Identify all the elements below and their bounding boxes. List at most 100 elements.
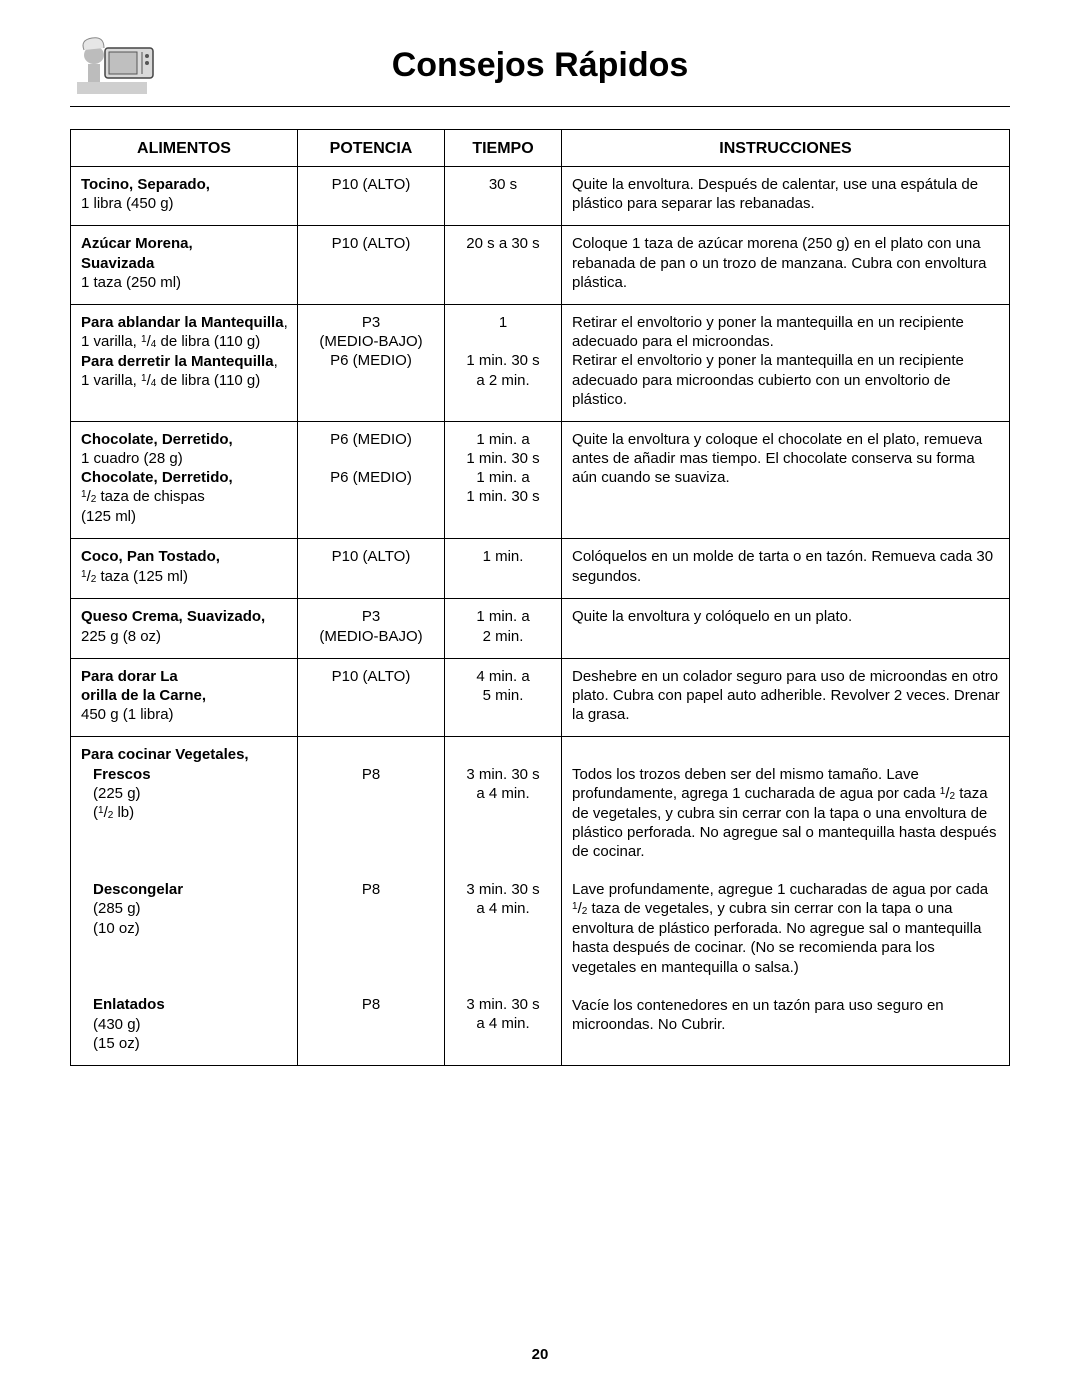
food-name-b: Chocolate, Derretido, <box>81 469 233 486</box>
paren-post: lb) <box>113 804 134 821</box>
time-b1: 1 min. 30 s <box>466 352 539 369</box>
cell-instr: Todos los trozos deben ser del mismo tam… <box>562 737 1010 1066</box>
frac-n: 1 <box>81 569 87 580</box>
food-name-a: Para dorar La <box>81 668 178 685</box>
time-b2: 1 min. 30 s <box>466 488 539 505</box>
descongelar-instr-post: taza de vegetales, y cubra sin cerrar co… <box>572 900 981 975</box>
food-name: Coco, Pan Tostado, <box>81 548 220 565</box>
descongelar-time2: a 4 min. <box>476 900 529 917</box>
enlatados-instr: Vacíe los contenedores en un tazón para … <box>572 997 944 1033</box>
food-qty: 1 libra (450 g) <box>81 195 174 212</box>
frac-n: 1 <box>141 373 147 384</box>
time-a: 1 min. a <box>476 608 529 625</box>
cell-time: 20 s a 30 s <box>445 226 562 305</box>
food-qty-a-pre: 1 varilla, <box>81 333 141 350</box>
cell-instr: Quite la envoltura y coloque el chocolat… <box>562 421 1010 539</box>
table-row: Para cocinar Vegetales, Frescos (225 g) … <box>71 737 1010 1066</box>
enlatados-qty1: (430 g) <box>81 1015 141 1034</box>
frac-n: 1 <box>98 805 104 816</box>
frescos-power: P8 <box>362 766 380 783</box>
page-number: 20 <box>70 1346 1010 1363</box>
power-a: P3 <box>362 314 380 331</box>
cell-food: Para dorar La orilla de la Carne, 450 g … <box>71 658 298 737</box>
col-header-instr: INSTRUCCIONES <box>562 130 1010 167</box>
food-qty-post: taza (125 ml) <box>96 568 188 585</box>
power-a: P3 <box>362 608 380 625</box>
food-qty-b-pre: 1 varilla, <box>81 372 141 389</box>
time-b1: 1 min. a <box>476 469 529 486</box>
table-row: Azúcar Morena, Suavizada 1 taza (250 ml)… <box>71 226 1010 305</box>
time-b2: a 2 min. <box>476 372 529 389</box>
comma: , <box>284 314 288 331</box>
cell-power: P10 (ALTO) <box>298 539 445 599</box>
table-row: Tocino, Separado, 1 libra (450 g) P10 (A… <box>71 167 1010 226</box>
descongelar-qty2: (10 oz) <box>81 919 140 938</box>
frescos-instr-pre: Todos los trozos deben ser del mismo tam… <box>572 766 940 802</box>
table-row: Coco, Pan Tostado, 1/2 taza (125 ml) P10… <box>71 539 1010 599</box>
descongelar-name: Descongelar <box>81 880 183 899</box>
cell-food: Tocino, Separado, 1 libra (450 g) <box>71 167 298 226</box>
cell-time: 3 min. 30 s a 4 min. 3 min. 30 s a 4 min… <box>445 737 562 1066</box>
cell-time: 30 s <box>445 167 562 226</box>
frescos-name: Frescos <box>81 765 151 784</box>
enlatados-name: Enlatados <box>81 995 165 1014</box>
power-a: P6 (MEDIO) <box>330 431 412 448</box>
food-name: Azúcar Morena, <box>81 235 193 252</box>
food-name-a: Para ablandar la Mantequilla <box>81 314 284 331</box>
cell-food: Para cocinar Vegetales, Frescos (225 g) … <box>71 737 298 1066</box>
cell-instr: Retirar el envoltorio y poner la mantequ… <box>562 304 1010 421</box>
frac-n: 1 <box>572 901 578 912</box>
food-qty-a-post: de libra (110 g) <box>156 333 260 350</box>
food-name: Tocino, Separado, <box>81 176 210 193</box>
cell-power: P8 P8 P8 <box>298 737 445 1066</box>
cell-instr: Quite la envoltura y colóquelo en un pla… <box>562 599 1010 658</box>
power-b: (MEDIO-BAJO) <box>319 628 422 645</box>
time-b: 5 min. <box>483 687 524 704</box>
page-title: Consejos Rápidos <box>160 46 1010 85</box>
time-a1: 1 min. a <box>476 431 529 448</box>
table-head: ALIMENTOS POTENCIA TIEMPO INSTRUCCIONES <box>71 130 1010 167</box>
cell-power: P3 (MEDIO-BAJO) <box>298 599 445 658</box>
food-qty-a: 1 cuadro (28 g) <box>81 450 183 467</box>
instr-b: Retirar el envoltorio y poner la mantequ… <box>572 352 964 407</box>
cell-time: 1 min. <box>445 539 562 599</box>
table-row: Chocolate, Derretido, 1 cuadro (28 g) Ch… <box>71 421 1010 539</box>
frac-n: 1 <box>141 334 147 345</box>
descongelar-power: P8 <box>362 881 380 898</box>
food-name2: Suavizada <box>81 255 154 272</box>
food-qty: 225 g (8 oz) <box>81 628 161 645</box>
food-name-b: Para derretir la Mantequilla <box>81 353 274 370</box>
descongelar-qty1: (285 g) <box>81 899 141 918</box>
food-qty-b: taza de chispas <box>96 488 204 505</box>
frac-n: 1 <box>81 489 87 500</box>
time-a: 4 min. a <box>476 668 529 685</box>
cell-time: 1 min. a 2 min. <box>445 599 562 658</box>
cell-instr: Coloque 1 taza de azúcar morena (250 g) … <box>562 226 1010 305</box>
col-header-time: TIEMPO <box>445 130 562 167</box>
comma: , <box>274 353 278 370</box>
col-header-food: ALIMENTOS <box>71 130 298 167</box>
cell-instr: Quite la envoltura. Después de calentar,… <box>562 167 1010 226</box>
cell-power: P10 (ALTO) <box>298 658 445 737</box>
col-header-power: POTENCIA <box>298 130 445 167</box>
cell-food: Queso Crema, Suavizado, 225 g (8 oz) <box>71 599 298 658</box>
food-name-b: orilla de la Carne, <box>81 687 206 704</box>
cell-instr: Deshebre en un colador seguro para uso d… <box>562 658 1010 737</box>
frescos-time2: a 4 min. <box>476 785 529 802</box>
food-qty-b2: (125 ml) <box>81 508 136 525</box>
cell-power: P6 (MEDIO) P6 (MEDIO) <box>298 421 445 539</box>
frescos-qty2: (1/2 lb) <box>81 803 134 823</box>
time-a: 1 <box>499 314 507 331</box>
food-qty: 1 taza (250 ml) <box>81 274 181 291</box>
cell-power: P3 (MEDIO-BAJO) P6 (MEDIO) <box>298 304 445 421</box>
descongelar-time1: 3 min. 30 s <box>466 881 539 898</box>
frescos-time1: 3 min. 30 s <box>466 766 539 783</box>
cell-food: Chocolate, Derretido, 1 cuadro (28 g) Ch… <box>71 421 298 539</box>
time-b: 2 min. <box>483 628 524 645</box>
page-container: Consejos Rápidos ALIMENTOS POTENCIA TIEM… <box>0 0 1080 1383</box>
power-b: P6 (MEDIO) <box>330 469 412 486</box>
cell-time: 1 min. a 1 min. 30 s 1 min. a 1 min. 30 … <box>445 421 562 539</box>
cell-time: 4 min. a 5 min. <box>445 658 562 737</box>
enlatados-qty2: (15 oz) <box>81 1034 140 1053</box>
cell-food: Para ablandar la Mantequilla, 1 varilla,… <box>71 304 298 421</box>
